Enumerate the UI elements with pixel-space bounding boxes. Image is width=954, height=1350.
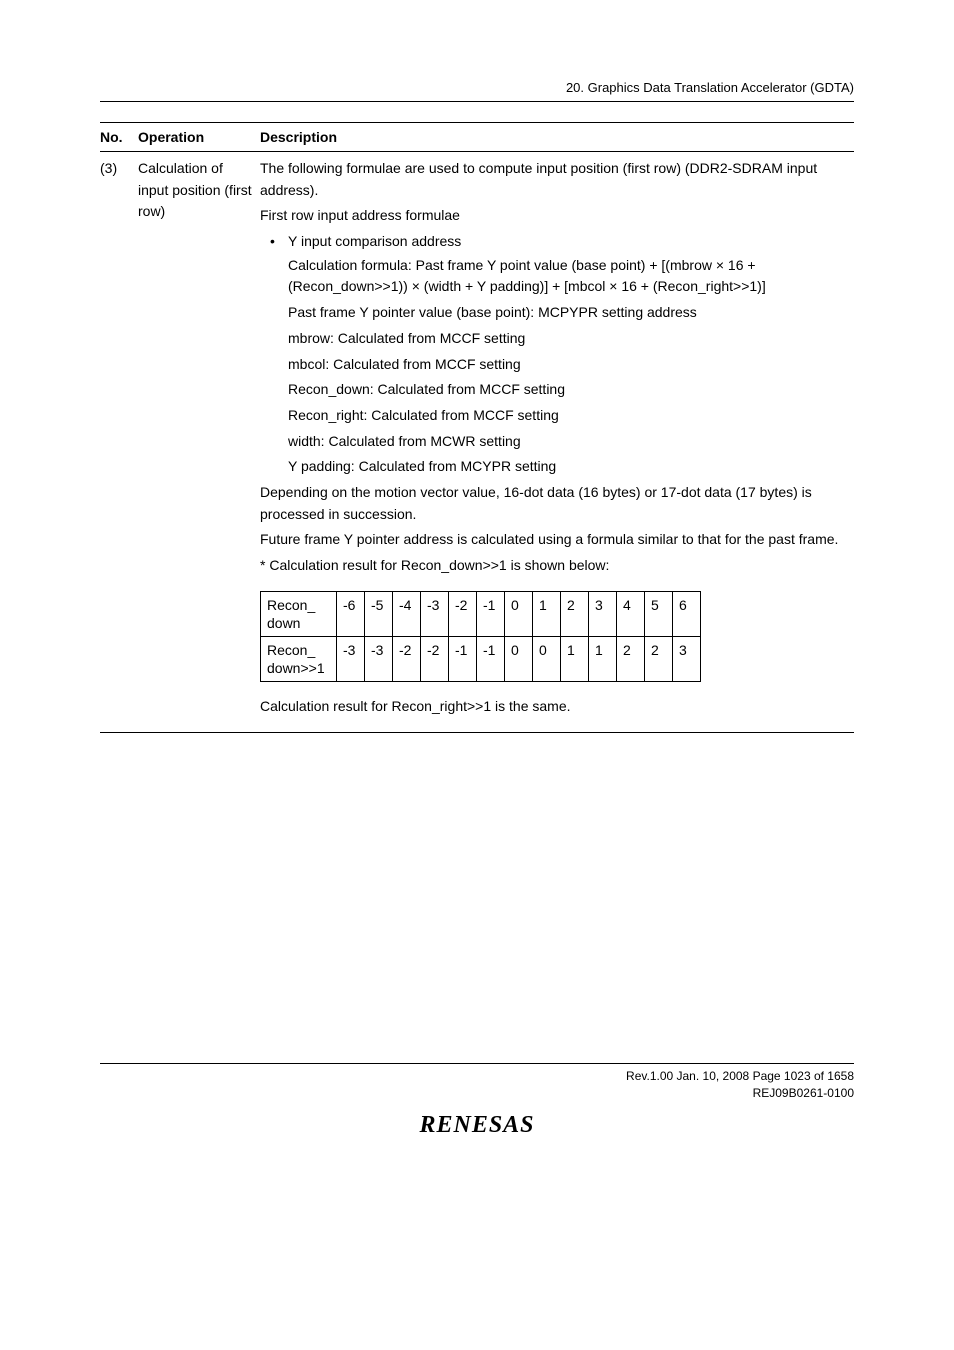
table-row: (3) Calculation of input position (first… <box>100 152 854 729</box>
recon-cell: -1 <box>477 591 505 636</box>
recon-cell: -1 <box>477 637 505 682</box>
recon-cell: 0 <box>533 637 561 682</box>
cell-description: The following formulae are used to compu… <box>260 152 854 729</box>
desc-future-frame: Future frame Y pointer address is calcul… <box>260 529 848 551</box>
recon-table: Recon_ down -6 -5 -4 -3 -2 -1 0 1 2 3 4 <box>260 591 701 683</box>
recon-row-down: Recon_ down -6 -5 -4 -3 -2 -1 0 1 2 3 4 <box>261 591 701 636</box>
recon-cell: -4 <box>393 591 421 636</box>
calc-line: mbrow: Calculated from MCCF setting <box>288 328 848 350</box>
recon-cell: 1 <box>589 637 617 682</box>
calc-formula: Calculation formula: Past frame Y point … <box>288 255 848 298</box>
recon-cell: -2 <box>393 637 421 682</box>
footer-docid: REJ09B0261-0100 <box>100 1085 854 1102</box>
recon-cell: -3 <box>365 637 393 682</box>
table-bottom-rule <box>100 732 854 733</box>
page-footer: Rev.1.00 Jan. 10, 2008 Page 1023 of 1658… <box>100 1063 854 1102</box>
recon-cell: 6 <box>673 591 701 636</box>
desc-right-same: Calculation result for Recon_right>>1 is… <box>260 696 848 718</box>
recon-cell: -3 <box>421 591 449 636</box>
recon-cell: 2 <box>645 637 673 682</box>
calc-line: Recon_right: Calculated from MCCF settin… <box>288 405 848 427</box>
recon-cell: 0 <box>505 591 533 636</box>
col-header-description: Description <box>260 123 854 152</box>
footer-rev: Rev.1.00 Jan. 10, 2008 Page 1023 of 1658 <box>100 1068 854 1085</box>
recon-cell: -3 <box>337 637 365 682</box>
desc-intro: The following formulae are used to compu… <box>260 158 848 201</box>
calc-line: width: Calculated from MCWR setting <box>288 431 848 453</box>
calc-line: Y padding: Calculated from MCYPR setting <box>288 456 848 478</box>
col-header-operation: Operation <box>138 123 260 152</box>
recon-cell: 2 <box>617 637 645 682</box>
recon-row-shifted: Recon_ down>>1 -3 -3 -2 -2 -1 -1 0 0 1 1… <box>261 637 701 682</box>
desc-calc-note: * Calculation result for Recon_down>>1 i… <box>260 555 848 577</box>
recon-cell: 1 <box>561 637 589 682</box>
calc-line: mbcol: Calculated from MCCF setting <box>288 354 848 376</box>
bullet-icon: • <box>270 231 288 253</box>
col-header-no: No. <box>100 123 138 152</box>
section-header: 20. Graphics Data Translation Accelerato… <box>100 80 854 102</box>
logo-wrap: RENESAS <box>100 1112 854 1139</box>
calc-line: Past frame Y pointer value (base point):… <box>288 302 848 324</box>
recon-cell: -6 <box>337 591 365 636</box>
cell-operation: Calculation of input position (first row… <box>138 152 260 729</box>
recon-label: Recon_ down <box>261 591 337 636</box>
recon-cell: -1 <box>449 637 477 682</box>
cell-no: (3) <box>100 152 138 729</box>
recon-cell: 1 <box>533 591 561 636</box>
renesas-logo: RENESAS <box>419 1112 534 1138</box>
recon-cell: 3 <box>589 591 617 636</box>
bullet-text: Y input comparison address <box>288 231 848 253</box>
recon-cell: -2 <box>421 637 449 682</box>
recon-cell: 3 <box>673 637 701 682</box>
calc-line: Recon_down: Calculated from MCCF setting <box>288 379 848 401</box>
desc-formulae-title: First row input address formulae <box>260 205 848 227</box>
operation-table: No. Operation Description (3) Calculatio… <box>100 122 854 728</box>
recon-cell: -5 <box>365 591 393 636</box>
recon-cell: -2 <box>449 591 477 636</box>
recon-cell: 5 <box>645 591 673 636</box>
desc-motion-vector: Depending on the motion vector value, 16… <box>260 482 848 525</box>
recon-cell: 0 <box>505 637 533 682</box>
calc-block: Calculation formula: Past frame Y point … <box>288 255 848 478</box>
recon-label: Recon_ down>>1 <box>261 637 337 682</box>
recon-cell: 4 <box>617 591 645 636</box>
bullet-item: • Y input comparison address <box>270 231 848 253</box>
recon-cell: 2 <box>561 591 589 636</box>
